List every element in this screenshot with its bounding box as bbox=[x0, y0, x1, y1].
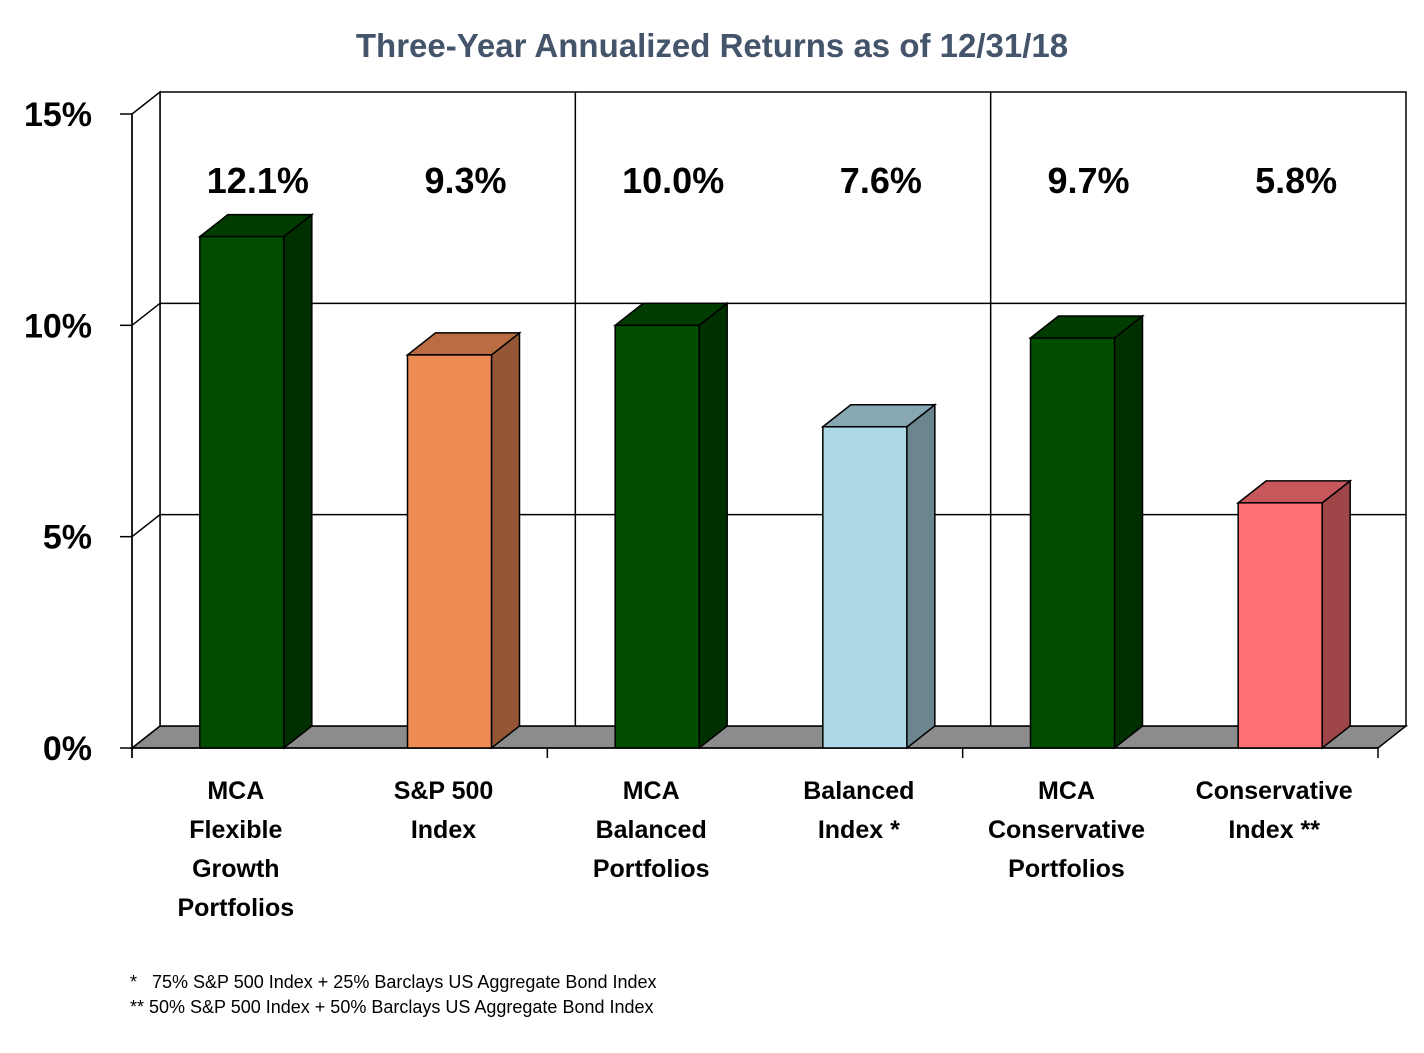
x-tick-label: MCA Balanced Portfolios bbox=[593, 777, 710, 883]
bar-side bbox=[698, 301, 728, 750]
chart-back-wall bbox=[159, 91, 1407, 727]
bar bbox=[820, 403, 938, 750]
bar-front bbox=[822, 426, 908, 749]
chart-side-wall bbox=[131, 90, 161, 750]
bar bbox=[405, 331, 522, 750]
bar bbox=[1028, 314, 1145, 750]
bar-front bbox=[406, 354, 493, 749]
data-label: 5.8% bbox=[1255, 160, 1337, 201]
bar-side bbox=[1321, 479, 1351, 750]
bar-front bbox=[199, 235, 285, 749]
x-tick-label: MCA Flexible Growth Portfolios bbox=[177, 777, 294, 922]
chart-title: Three-Year Annualized Returns as of 12/3… bbox=[356, 27, 1068, 64]
y-tick-label: 10% bbox=[24, 307, 92, 345]
x-tick-label: MCA Conservative Portfolios bbox=[988, 777, 1145, 883]
chart-floor bbox=[129, 725, 1409, 749]
y-axis: 0% 5% 10% 15% bbox=[24, 96, 132, 768]
bar-side bbox=[283, 213, 313, 750]
x-tick-label: S&P 500 Index bbox=[394, 777, 494, 844]
data-label: 9.7% bbox=[1047, 160, 1129, 201]
bar-side bbox=[490, 331, 521, 750]
bar-front bbox=[614, 324, 700, 749]
data-label: 9.3% bbox=[424, 160, 506, 201]
y-tick-label: 5% bbox=[43, 519, 92, 557]
x-tick-label: Balanced Index * bbox=[803, 777, 914, 844]
bar bbox=[612, 301, 730, 750]
footnote-2: ** 50% S&P 500 Index + 50% Barclays US A… bbox=[130, 997, 654, 1017]
bar-side bbox=[906, 403, 936, 750]
x-tick-label: Conservative Index ** bbox=[1196, 777, 1353, 844]
chart-frame bbox=[129, 90, 1409, 758]
bar-side bbox=[1113, 314, 1144, 750]
bar-front bbox=[1237, 502, 1323, 749]
footnote-1: * 75% S&P 500 Index + 25% Barclays US Ag… bbox=[130, 972, 657, 992]
data-label: 7.6% bbox=[840, 160, 922, 201]
bars bbox=[197, 213, 1353, 750]
x-axis-labels: MCA Flexible Growth Portfolios S&P 500 Index M… bbox=[177, 777, 1352, 922]
bar bbox=[1235, 479, 1353, 750]
data-labels: 12.1% 9.3% 10.0% 7.6% 9.7% 5.8% bbox=[207, 160, 1337, 201]
bar bbox=[197, 213, 315, 750]
data-label: 12.1% bbox=[207, 160, 309, 201]
data-label: 10.0% bbox=[622, 160, 724, 201]
y-tick-label: 15% bbox=[24, 96, 92, 134]
y-tick-label: 0% bbox=[43, 730, 92, 768]
bar-front bbox=[1029, 337, 1116, 749]
